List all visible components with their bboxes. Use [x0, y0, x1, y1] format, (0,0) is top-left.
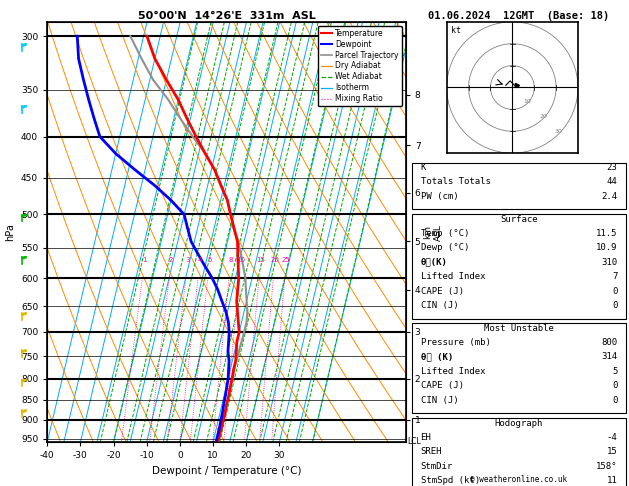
Text: 2.4: 2.4: [601, 192, 617, 201]
Text: 15: 15: [256, 257, 265, 263]
Text: 23: 23: [606, 163, 617, 173]
Text: 01.06.2024  12GMT  (Base: 18): 01.06.2024 12GMT (Base: 18): [428, 11, 610, 21]
Text: 4: 4: [198, 257, 202, 263]
Text: θᴇ (K): θᴇ (K): [421, 352, 453, 362]
Text: Most Unstable: Most Unstable: [484, 324, 554, 333]
Text: 10.9: 10.9: [596, 243, 617, 252]
Text: 1: 1: [142, 257, 147, 263]
Text: kt: kt: [451, 26, 461, 35]
Text: θᴇ(K): θᴇ(K): [421, 258, 447, 267]
Text: 0: 0: [612, 301, 617, 310]
Y-axis label: km
ASL: km ASL: [423, 224, 443, 241]
Text: 7: 7: [612, 272, 617, 281]
Text: CAPE (J): CAPE (J): [421, 382, 464, 390]
Legend: Temperature, Dewpoint, Parcel Trajectory, Dry Adiabat, Wet Adiabat, Isotherm, Mi: Temperature, Dewpoint, Parcel Trajectory…: [318, 26, 402, 106]
Text: StmDir: StmDir: [421, 462, 453, 470]
Text: 8: 8: [228, 257, 233, 263]
Text: 310: 310: [601, 258, 617, 267]
Text: 158°: 158°: [596, 462, 617, 470]
Text: 2: 2: [169, 257, 173, 263]
Text: 5: 5: [612, 367, 617, 376]
Text: K: K: [421, 163, 426, 173]
Text: 3: 3: [186, 257, 190, 263]
Text: Pressure (mb): Pressure (mb): [421, 338, 491, 347]
Text: 15: 15: [606, 447, 617, 456]
Y-axis label: hPa: hPa: [5, 223, 15, 241]
Text: Lifted Index: Lifted Index: [421, 367, 485, 376]
Text: Temp (°C): Temp (°C): [421, 228, 469, 238]
Text: 314: 314: [601, 352, 617, 362]
Text: Totals Totals: Totals Totals: [421, 177, 491, 186]
Text: SREH: SREH: [421, 447, 442, 456]
Text: 11: 11: [606, 476, 617, 485]
Text: 11.5: 11.5: [596, 228, 617, 238]
Text: 5: 5: [207, 257, 211, 263]
Text: Hodograph: Hodograph: [495, 419, 543, 428]
Text: 10: 10: [237, 257, 245, 263]
Text: CAPE (J): CAPE (J): [421, 287, 464, 295]
Text: -4: -4: [606, 433, 617, 442]
Text: 800: 800: [601, 338, 617, 347]
Text: CIN (J): CIN (J): [421, 301, 458, 310]
Bar: [412, 323, 626, 414]
Bar: [412, 214, 626, 319]
Text: LCL: LCL: [408, 437, 421, 446]
Text: 0: 0: [612, 287, 617, 295]
Text: 20: 20: [270, 257, 279, 263]
Text: StmSpd (kt): StmSpd (kt): [421, 476, 480, 485]
Text: 0: 0: [612, 396, 617, 405]
Text: EH: EH: [421, 433, 431, 442]
Text: 20: 20: [539, 114, 547, 119]
Text: PW (cm): PW (cm): [421, 192, 458, 201]
Text: Lifted Index: Lifted Index: [421, 272, 485, 281]
Bar: [412, 418, 626, 486]
Text: 30: 30: [554, 129, 562, 135]
Text: Surface: Surface: [500, 215, 538, 224]
X-axis label: Dewpoint / Temperature (°C): Dewpoint / Temperature (°C): [152, 466, 301, 476]
Text: 10: 10: [524, 99, 532, 104]
Title: 50°00'N  14°26'E  331m  ASL: 50°00'N 14°26'E 331m ASL: [138, 11, 315, 21]
Text: Dewp (°C): Dewp (°C): [421, 243, 469, 252]
Text: 44: 44: [606, 177, 617, 186]
Text: CIN (J): CIN (J): [421, 396, 458, 405]
Text: 25: 25: [282, 257, 291, 263]
Text: 0: 0: [612, 382, 617, 390]
Text: © weatheronline.co.uk: © weatheronline.co.uk: [470, 474, 567, 484]
Bar: [412, 163, 626, 209]
